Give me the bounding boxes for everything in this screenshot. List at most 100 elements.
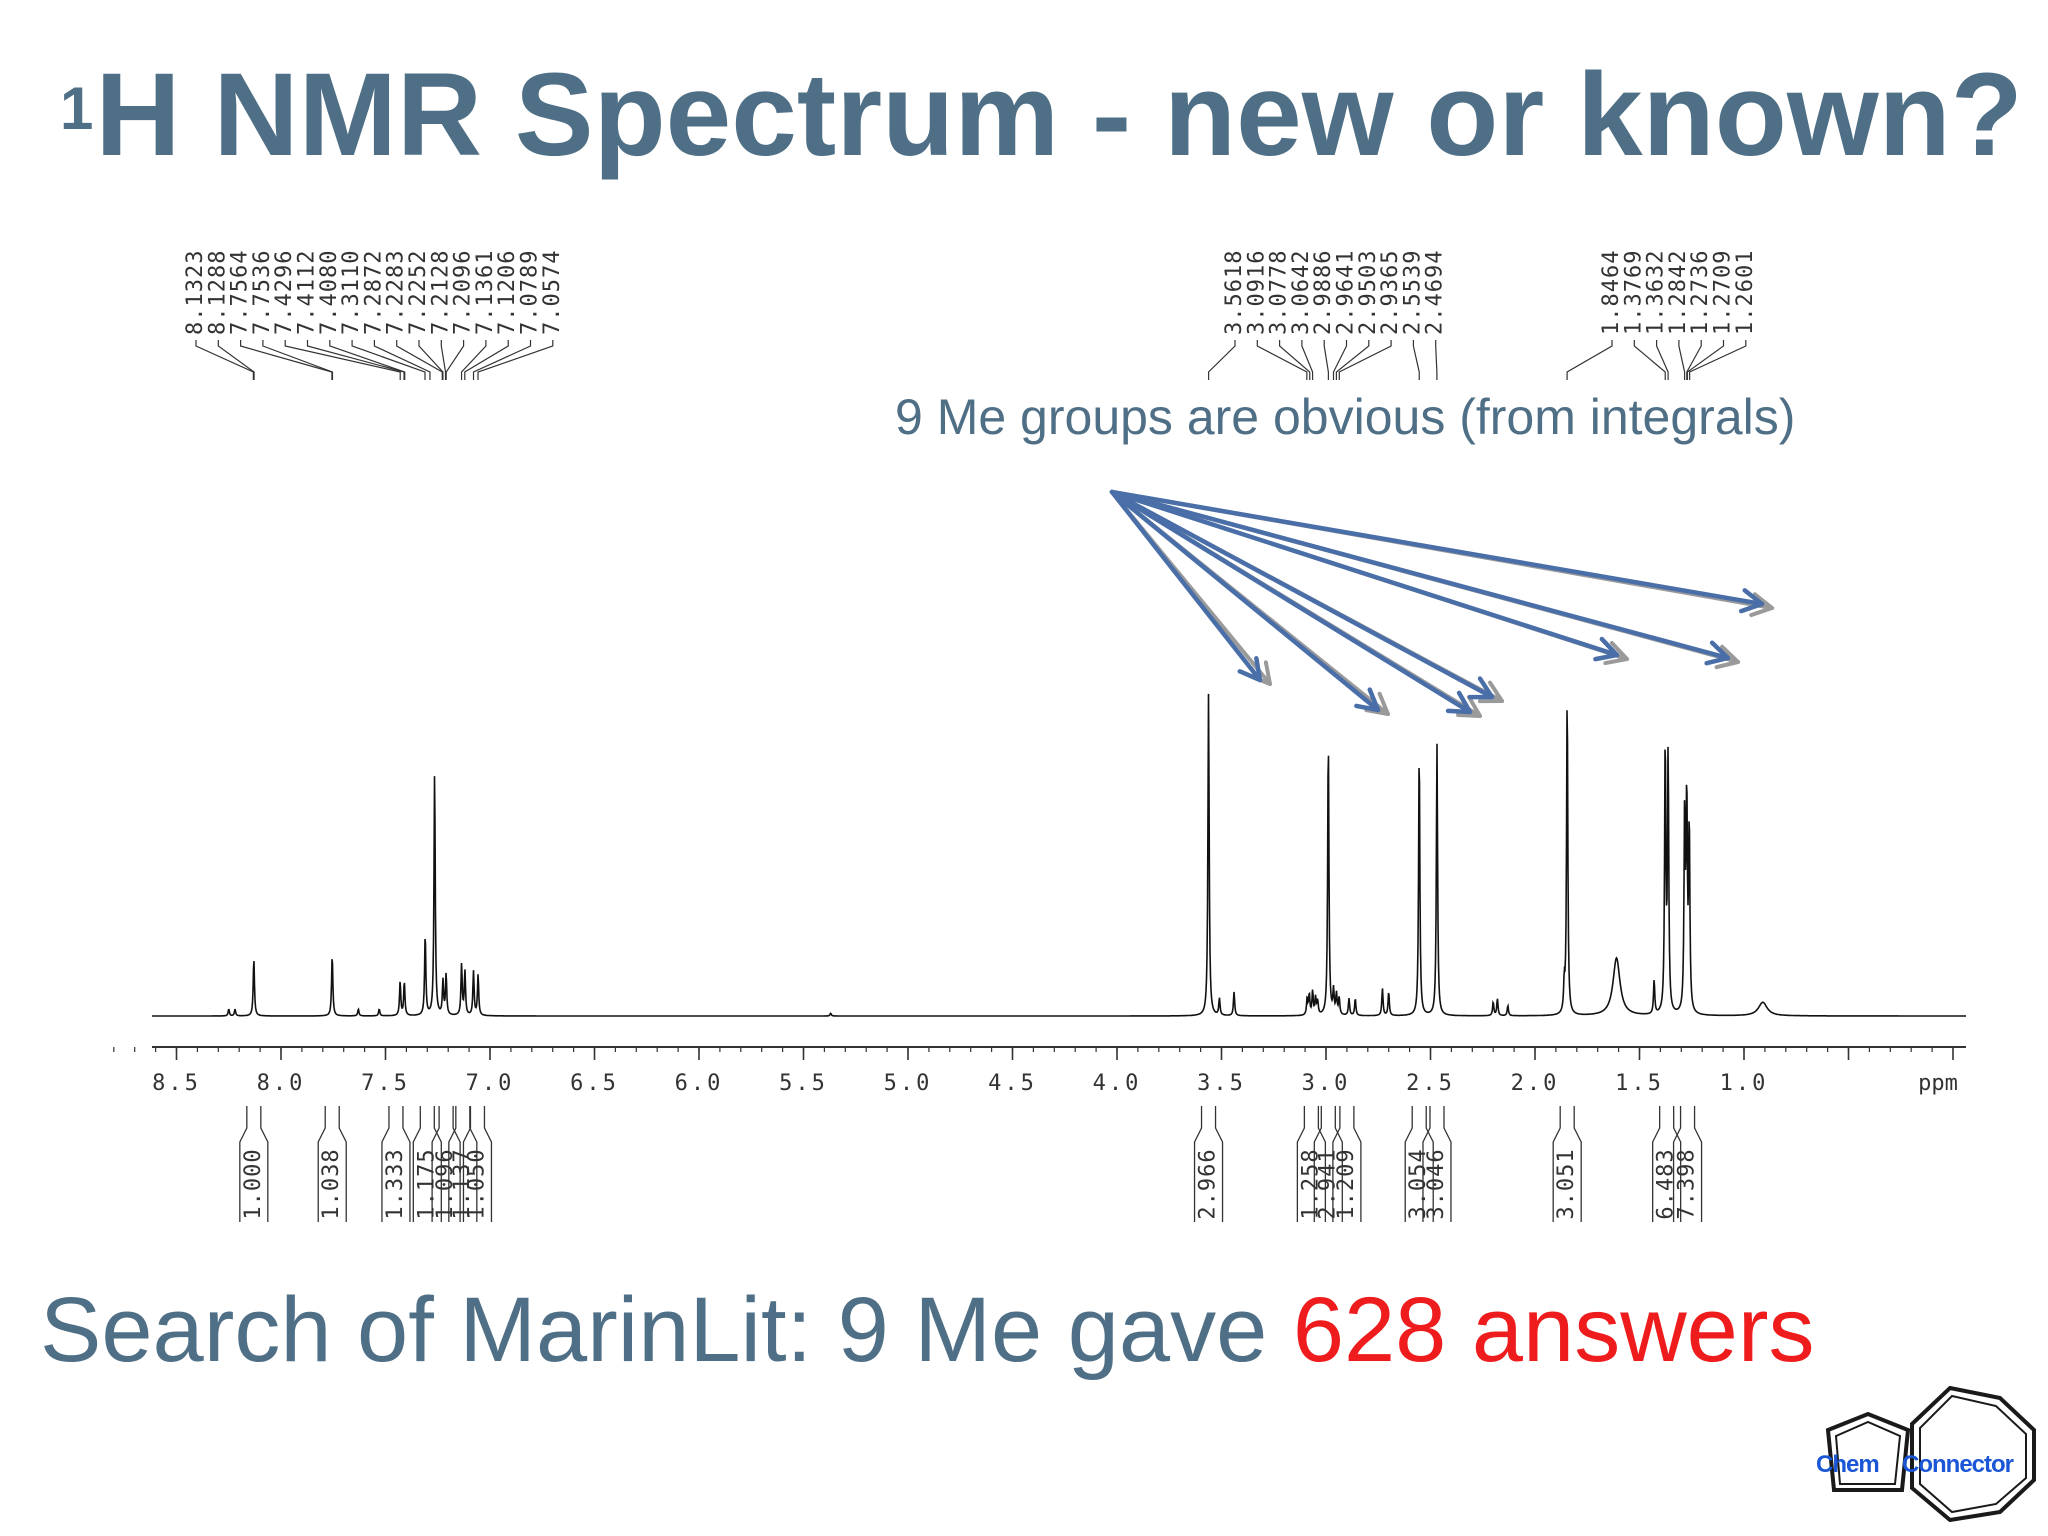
tick-label: 1.0 [1720,1071,1769,1096]
tick-label: 4.0 [1093,1071,1142,1096]
annotation-text: 9 Me groups are obvious (from integrals) [895,389,1796,445]
peak-label: 1.3632 [1644,250,1669,335]
peak-label: 7.2872 [361,250,386,335]
integral-value: 1.050 [464,1148,489,1219]
peak-leader-line [1678,340,1686,380]
tick-label: 6.0 [675,1071,724,1096]
integral-bracket [239,1106,269,1222]
tick-label: 3.5 [1197,1071,1246,1096]
ppm-axis: 8.5 8.0 7.5 7.0 6.5 6.0 5.5 5.0 4.5 4.0 3.5 3.0 2.5 2… [113,1046,1966,1096]
tick-label: 3.0 [1302,1071,1351,1096]
integral-value: 1.258 [1298,1148,1323,1219]
integral-value: 7.398 [1675,1148,1700,1219]
peak-leader-line [1279,340,1311,380]
peak-leader-line [195,340,254,380]
integral-bracket [317,1106,347,1222]
logo-octagon-inner [1919,1394,2027,1514]
peak-label: 7.2096 [451,250,476,335]
arrow-me-group-head [1354,687,1381,713]
integral-bracket [1296,1106,1327,1222]
peak-leader-line [1633,340,1666,380]
arrow-me-group [1109,489,1765,607]
arrow-me-group [1109,489,1731,661]
integral-value: 2.966 [1196,1148,1221,1219]
spectrum-trace-group [152,693,1966,1017]
slide-title: 1H NMR Spectrum - new or known? [60,40,2023,190]
peak-leader-line [1256,340,1308,380]
arrow-me-group [1109,489,1495,700]
peak-leader-line [440,340,447,380]
peak-leader-line [1686,340,1702,380]
peak-leader-line [262,340,334,380]
peak-leader-line [1207,340,1236,380]
tick-label: 1.5 [1615,1071,1664,1096]
integral-value: 2.941 [1315,1148,1340,1219]
integral-bracket [1193,1106,1224,1222]
integral-value: 1.096 [433,1148,458,1219]
peak-label: 7.2128 [428,250,453,335]
arrow-me-group-head [1738,588,1765,614]
integral-bracket [1332,1106,1362,1222]
logo-word-connector: Connector [1902,1451,2014,1478]
integral-value: 1.000 [241,1148,266,1219]
peak-label: 1.2842 [1666,250,1691,335]
integral-bracket [1552,1106,1582,1222]
tick-label: 7.0 [466,1071,515,1096]
axis-unit-label: ppm [1918,1071,1958,1096]
integral-bracket [1404,1106,1434,1222]
arrow-me-group [1109,489,1620,658]
peak-label: 2.5539 [1400,250,1425,335]
title-text: H NMR Spectrum - new or known? [95,49,2023,181]
peak-leader-line [1566,340,1613,380]
tick-label: 2.5 [1406,1071,1455,1096]
peak-leader-line [373,340,431,380]
peak-leader-line [1323,340,1329,380]
peak-label: 8.1288 [205,250,230,335]
peak-label: 7.4080 [317,250,342,335]
peak-leader-line [1338,340,1392,380]
peak-label: 7.1361 [473,250,498,335]
peak-label: 2.9503 [1356,250,1381,335]
peak-label: 7.3110 [339,250,364,335]
arrow-shadow-head [1714,644,1740,670]
peak-leader-line [460,340,487,380]
integral-bracket [1672,1106,1703,1222]
arrow-me-group-head [1237,656,1263,683]
integral-value: 6.483 [1654,1148,1679,1219]
peak-label: 7.1206 [495,250,520,335]
logo-word-chem: Chem [1816,1451,1879,1478]
search-prefix: Search of MarinLit: 9 Me gave [40,1279,1293,1381]
tick-label: 2.0 [1511,1071,1560,1096]
integral-bracket [462,1106,493,1222]
annotation-arrows [1109,489,1774,718]
peak-leader-line [445,340,465,380]
integral-value: 1.137 [450,1148,475,1219]
peak-leader-line [284,340,401,380]
peak-label: 2.9365 [1378,250,1403,335]
integral-value: 1.333 [383,1148,408,1219]
peak-leader-line [1412,340,1420,380]
peak-label: 8.1323 [183,250,208,335]
arrow-shadow-head [1603,641,1629,666]
integral-value: 3.046 [1424,1148,1449,1219]
peak-leader-line [329,340,406,380]
peak-label: 7.0574 [540,250,565,335]
arrow-me-group [1109,489,1473,715]
integral-bracket [381,1106,411,1222]
integral-bracket [1313,1106,1343,1222]
peak-label: 7.7536 [250,250,275,335]
integral-bracket [412,1106,442,1222]
arrow-me-group-head [1704,640,1731,666]
tick-label: 8.5 [152,1071,201,1096]
peak-leader-line [1689,340,1747,380]
tick-label: 8.0 [257,1071,306,1096]
peak-label: 1.2709 [1711,250,1736,335]
peak-label: 7.2283 [384,250,409,335]
peak-leader-line [472,340,532,380]
peak-label: 7.7564 [228,250,253,335]
peak-leader-line [217,340,255,380]
peak-label: 7.0789 [518,250,543,335]
peak-label-group: 8.13238.12887.75647.75367.42967.41127.40… [183,250,1758,380]
arrow-me-group-head [1445,690,1473,715]
